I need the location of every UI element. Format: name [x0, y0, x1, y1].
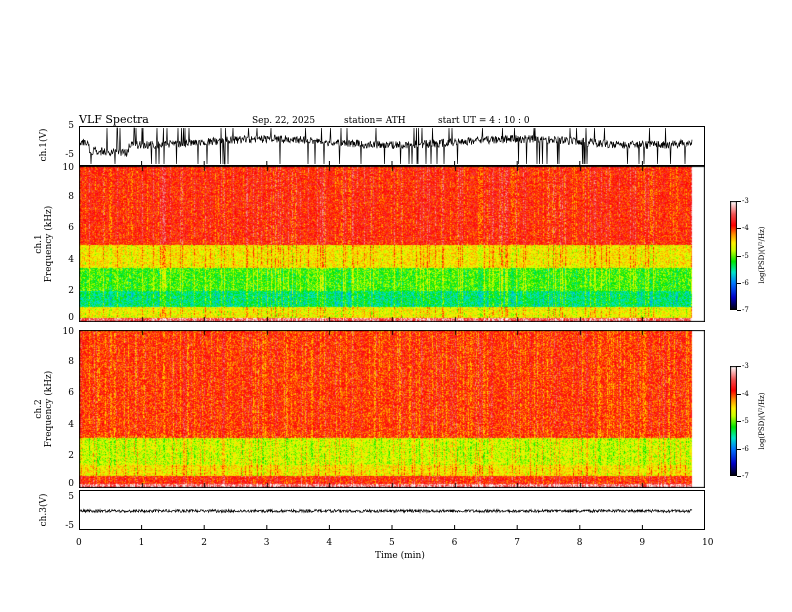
- spec2-ylabel-channel: ch.2: [34, 399, 44, 419]
- x-tick-label: 10: [702, 538, 714, 548]
- station-label: station= ATH: [344, 116, 406, 126]
- colorbar-tick: -7: [742, 306, 749, 314]
- figure-title: VLF Spectra: [79, 113, 149, 126]
- colorbar-tick-mark: [737, 255, 741, 257]
- spectrogram-ytick: 0: [68, 479, 74, 489]
- spectrogram-ytick: 6: [68, 223, 74, 234]
- spectrogram-ytick: 0: [68, 313, 74, 323]
- x-tick-label: 6: [451, 538, 458, 548]
- colorbar-tick-mark: [737, 393, 741, 395]
- colorbar-tick-mark: [737, 366, 741, 367]
- ch1-ylabel: ch.1(V): [39, 128, 49, 162]
- start-time-label: start UT = 4 : 10 : 0: [438, 116, 530, 126]
- colorbar-tick-mark: [737, 448, 741, 450]
- plot-frame: [79, 490, 705, 530]
- ch2-spectrogram: [79, 330, 705, 488]
- spectrogram-ytick: 10: [62, 163, 74, 173]
- spec1-ylabel: ch.1 Frequency (kHz): [34, 194, 54, 294]
- spectrogram-ytick: 10: [62, 327, 74, 337]
- colorbar-tick: -6: [742, 444, 749, 453]
- spec2-ylabel: ch.2 Frequency (kHz): [34, 359, 54, 459]
- colorbar-tick: -5: [742, 417, 749, 425]
- colorbar-tick: -7: [742, 472, 749, 480]
- x-axis-label: Time (min): [375, 551, 425, 561]
- colorbar-tick: -4: [742, 224, 749, 233]
- colorbar-tick-mark: [737, 282, 741, 284]
- ch3-ytick: 5: [68, 492, 74, 502]
- colorbar-1: [730, 201, 737, 310]
- x-tick-label: 9: [639, 538, 646, 548]
- x-tick-label: 1: [138, 538, 145, 548]
- spectrogram-ytick: 8: [68, 192, 74, 203]
- ch1-spectrogram: [79, 166, 705, 322]
- colorbar-2-label: log(PSD)(V²/Hz): [758, 392, 766, 450]
- spectrogram-ytick: 2: [68, 285, 74, 296]
- date-label: Sep. 22, 2025: [252, 116, 316, 126]
- ch1-ytick: 5: [68, 121, 74, 131]
- spectrogram-ytick: 8: [68, 356, 74, 367]
- colorbar-tick-mark: [737, 201, 741, 202]
- ch3-waveform-plot: [79, 490, 705, 530]
- colorbar-2: [730, 366, 737, 476]
- colorbar-tick-mark: [737, 228, 741, 230]
- x-tick-label: 3: [263, 538, 270, 548]
- spectrogram-ytick: 4: [68, 419, 74, 430]
- waveform-trace: [79, 127, 693, 165]
- ch3-ylabel: ch.3(V): [39, 493, 49, 527]
- waveform-trace: [79, 508, 693, 514]
- colorbar-tick: -4: [742, 389, 749, 398]
- colorbar-tick-mark: [737, 476, 741, 477]
- x-tick-label: 2: [201, 538, 207, 548]
- x-tick-label: 5: [389, 538, 395, 548]
- colorbar-1-label: log(PSD)(V²/Hz): [758, 226, 766, 284]
- x-tick-label: 0: [76, 538, 82, 548]
- spec1-ylabel-freq: Frequency (kHz): [44, 205, 54, 283]
- ch3-ytick: -5: [65, 521, 74, 531]
- ch1-ytick: -5: [65, 150, 74, 160]
- ch1-waveform-plot: [79, 126, 705, 166]
- colorbar-tick-mark: [737, 421, 741, 422]
- colorbar-tick-mark: [737, 310, 741, 311]
- spec1-ylabel-channel: ch.1: [34, 234, 44, 254]
- x-tick-label: 4: [326, 538, 333, 548]
- spectrogram-ytick: 4: [68, 254, 74, 265]
- colorbar-tick: -3: [742, 362, 749, 370]
- spectrogram-ytick: 2: [68, 451, 74, 462]
- x-tick-label: 8: [576, 538, 583, 548]
- x-tick-label: 7: [514, 538, 520, 548]
- colorbar-tick: -6: [742, 278, 749, 287]
- colorbar-tick: -5: [742, 251, 749, 260]
- spec2-ylabel-freq: Frequency (kHz): [44, 370, 54, 448]
- colorbar-tick: -3: [742, 197, 749, 205]
- spectrogram-ytick: 6: [68, 388, 74, 399]
